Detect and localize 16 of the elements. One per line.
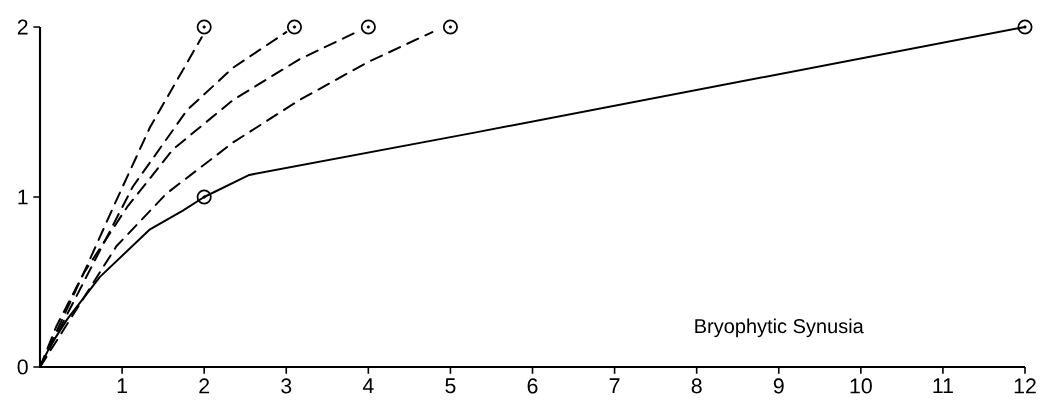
x-tick-label: 2 [199, 378, 210, 394]
y-tick-label: 2 [17, 19, 28, 35]
x-tick-label: 9 [773, 378, 784, 394]
y-tick-label: 1 [18, 189, 28, 205]
y-tick-label: 0 [17, 359, 28, 375]
x-tick-label: 3 [281, 378, 292, 394]
x-tick-label: 5 [445, 378, 456, 394]
x-axis-title: Bryophytic Synusia [695, 318, 864, 338]
x-tick-label: 6 [527, 378, 538, 394]
x-tick-label: 4 [362, 378, 374, 394]
x-tick-label: 8 [691, 378, 702, 394]
x-tick-label: 12 [1014, 378, 1036, 394]
x-tick-label: 7 [609, 378, 620, 394]
x-tick-label: 1 [117, 378, 127, 394]
x-tick-label: 11 [933, 378, 953, 394]
x-tick-label: 10 [850, 378, 872, 394]
